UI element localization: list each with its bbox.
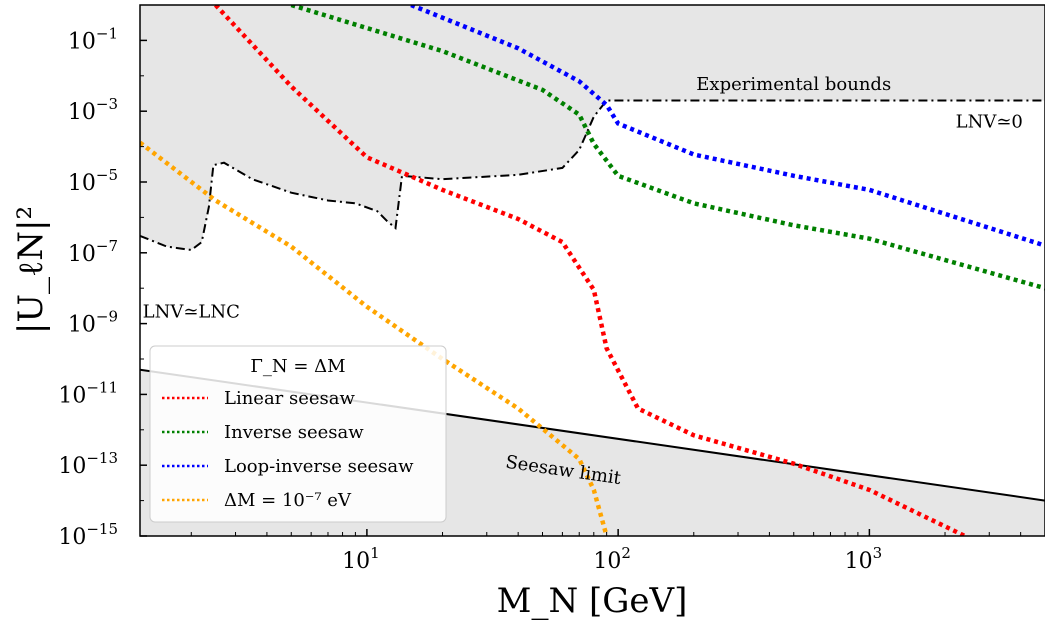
- series-line-2: [410, 5, 1045, 248]
- x-axis: 101 102 103: [190, 529, 1022, 574]
- annotation-0: Experimental bounds: [696, 74, 891, 95]
- x-axis-label: M_N [GeV]: [497, 581, 688, 621]
- series-lines: [140, 5, 1045, 536]
- y-tick-label: 10−1: [68, 24, 118, 54]
- legend-title: Γ_N = ΔM: [250, 356, 345, 377]
- y-tick-label: 10−15: [58, 520, 118, 550]
- x-tick-label: 101: [342, 544, 380, 574]
- excluded-region-experimental: [140, 5, 1045, 250]
- y-axis: 10−1 10−3 10−5 10−7 10−9 10−11 10−13 10−15: [58, 4, 147, 550]
- series-line-1: [290, 5, 1045, 291]
- annotation-2: LNV≃LNC: [143, 301, 240, 322]
- y-axis-label: |U_ℓN|²: [11, 206, 51, 334]
- experimental-bounds-line: [140, 99, 1045, 252]
- legend-label-2: Loop-inverse seesaw: [224, 456, 414, 477]
- plot-frame: [139, 4, 1045, 537]
- x-tick-label: 102: [593, 544, 631, 574]
- annotation-1: LNV≃0: [956, 111, 1023, 132]
- series-line-0: [213, 5, 966, 536]
- y-tick-label: 10−3: [68, 95, 118, 125]
- legend: Γ_N = ΔM Linear seesaw Inverse seesaw Loop-…: [149, 345, 447, 523]
- y-tick-label: 10−9: [68, 308, 118, 338]
- legend-box: [149, 345, 447, 523]
- y-tick-label: 10−5: [68, 166, 118, 196]
- legend-label-1: Inverse seesaw: [224, 422, 364, 443]
- legend-label-3: ΔM = 10⁻⁷ eV: [224, 490, 352, 511]
- x-tick-label: 103: [845, 544, 883, 574]
- y-tick-label: 10−7: [68, 237, 118, 267]
- y-tick-label: 10−11: [58, 378, 118, 408]
- y-tick-label: 10−13: [58, 449, 118, 479]
- legend-label-0: Linear seesaw: [224, 388, 356, 409]
